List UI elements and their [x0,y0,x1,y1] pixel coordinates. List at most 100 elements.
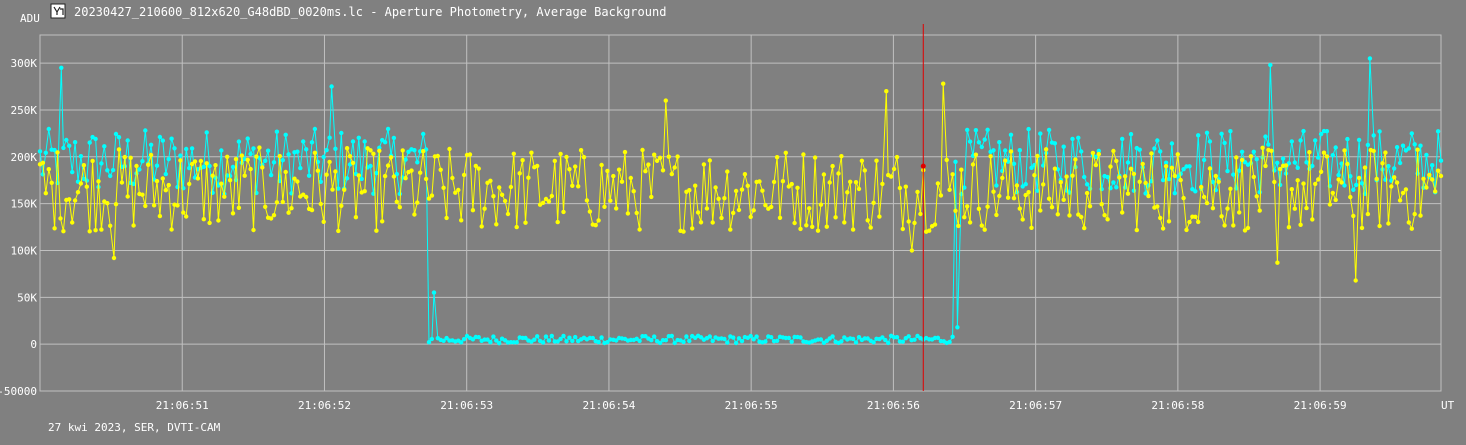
data-point [1143,191,1148,196]
data-point [1342,183,1347,188]
data-point [886,340,891,346]
data-point [1166,176,1172,182]
data-point [988,154,993,159]
data-point [576,184,581,189]
data-point [824,224,829,229]
data-point [736,336,742,341]
plot-frame [39,34,1442,392]
data-point [64,137,69,143]
data-point [163,171,168,177]
data-point [87,229,92,234]
data-point [985,127,990,132]
data-point [336,228,341,234]
data-point [584,198,590,203]
data-point [201,217,206,222]
data-point [938,193,944,198]
data-point [1406,220,1412,225]
data-point [965,127,970,133]
time-cursor[interactable] [920,24,926,391]
data-point [43,150,48,155]
data-point [105,201,110,206]
data-point [359,176,364,182]
data-point [1222,140,1227,146]
data-point [113,202,119,207]
data-point [1371,133,1376,138]
data-point [429,193,435,198]
data-point [897,185,903,191]
data-point [663,98,668,103]
data-point [1178,177,1183,183]
data-point [786,335,791,341]
data-point [108,223,113,228]
data-point [318,179,323,184]
data-point [1348,194,1353,200]
data-point [1260,145,1265,150]
data-point [546,338,552,343]
data-point [1333,197,1338,203]
data-point [798,335,803,340]
data-point [184,146,189,152]
data-point [888,174,894,179]
data-point [268,172,274,178]
data-point [169,227,174,232]
data-point [93,136,98,142]
footer-caption: 27 kwi 2023, SER, DVTI-CAM [48,421,221,434]
data-point [1222,223,1227,228]
data-point [1412,211,1417,217]
data-point [1046,196,1052,201]
data-point [421,131,426,137]
data-point [339,130,344,136]
data-point [1160,177,1166,183]
data-point [549,193,554,199]
data-point [1275,260,1280,265]
data-point [564,339,569,344]
data-point [1298,138,1303,143]
data-point [1307,150,1312,155]
data-point [111,255,117,261]
data-point [178,153,183,158]
y-tick-label: 150K [11,198,38,211]
data-point [587,209,593,214]
data-point [1029,165,1034,170]
data-point [1140,161,1145,167]
data-point [1111,180,1116,185]
data-point [327,159,332,165]
data-point [151,203,157,208]
data-point [456,187,461,193]
data-point [748,333,753,339]
x-tick-label: 21:06:58 [1151,399,1204,412]
data-point [1210,206,1216,211]
data-point [423,176,429,182]
data-point [1268,62,1273,68]
data-point [1213,173,1219,179]
data-point [1120,136,1125,142]
data-point [70,169,75,175]
data-point [672,165,677,170]
data-point [1008,149,1014,154]
data-point [90,158,95,164]
data-point [1292,160,1298,165]
data-point [1201,157,1207,163]
data-point [967,220,973,225]
data-point [865,218,870,223]
data-point [336,186,341,191]
data-point [1008,132,1014,137]
data-point [1318,169,1324,174]
data-point [912,220,917,226]
data-point [698,220,704,225]
data-point [1400,143,1406,148]
data-point [900,226,905,232]
data-point [1406,146,1412,151]
data-point [444,215,449,221]
data-point [380,219,385,224]
data-point [134,163,139,169]
data-point [666,154,671,159]
data-point [1035,188,1040,193]
data-point [657,155,663,160]
data-point [652,152,657,157]
data-point [72,198,78,203]
data-point [499,192,505,197]
data-point [798,226,803,232]
data-point [884,89,889,94]
data-point [903,184,908,189]
